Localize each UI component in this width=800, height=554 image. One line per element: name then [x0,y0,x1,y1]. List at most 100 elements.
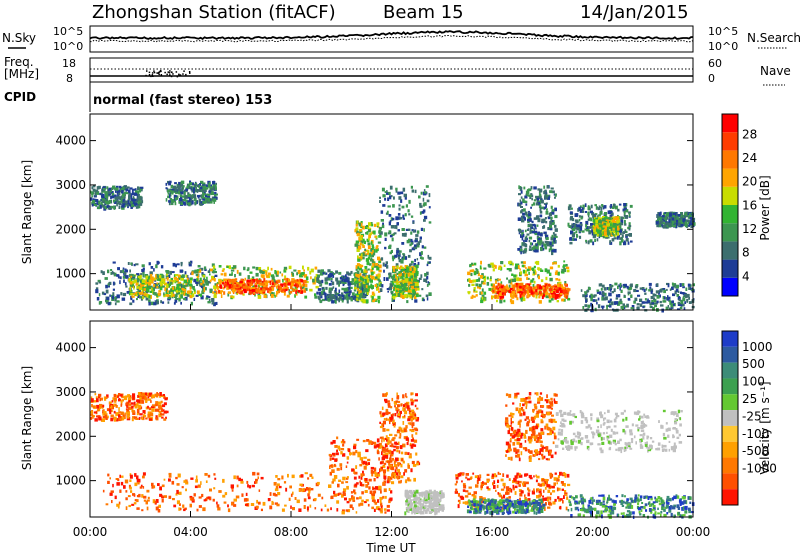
colorbar-tick-label: -25 [742,409,762,423]
colorbar-swatch [722,186,738,205]
freq-dot [178,74,180,77]
y-tick-label: 4000 [55,134,86,148]
cpid-panel: CPID normal (fast stereo) 153 [4,82,272,112]
freq-dot [189,72,191,74]
freq-dot [158,73,160,76]
freq-dot [178,73,180,76]
x-tick-label: 16:00 [475,525,510,539]
nsky-frame [89,25,694,53]
colorbar-tick-label: 25 [742,392,757,406]
power-blob [655,211,696,229]
colorbar-swatch [722,150,738,169]
time-x-axis: 00:00 04:00 08:00 12:00 16:00 20:00 00:00 [73,304,710,539]
freq-dot [150,75,152,78]
cpid-text: normal (fast stereo) 153 [93,93,272,108]
velocity-blob [404,489,445,516]
colorbar-swatch [722,473,738,490]
y-tick-label: 2000 [55,222,86,236]
power-blob [492,282,571,300]
power-blob [592,216,621,238]
freq-dot [169,74,171,76]
freq-dot [148,71,151,74]
nsky-tick-top: 10^5 [53,25,83,38]
freq-dot [160,74,163,76]
colorbar-frame [721,330,739,506]
colorbar-swatch [722,457,738,474]
freq-dot [172,73,174,75]
freq-dot [152,75,154,77]
freq-dot [168,72,171,74]
freq-dot [153,71,156,74]
freq-tick-top: 18 [62,57,76,70]
nsearch-tick-top: 10^5 [708,25,738,38]
colorbar-swatch [722,168,738,187]
colorbar-swatch [722,277,738,296]
nave-tick-top: 60 [708,57,722,70]
velocity-blob [379,392,421,484]
colorbar-swatch [722,346,738,363]
velocity-blob [454,471,571,511]
power-ylabel: Slant Range [km] [20,160,34,264]
y-tick-label: 1000 [55,474,86,488]
colorbar-tick-label: 1000 [742,340,773,354]
power-blob [391,264,420,300]
colorbar-swatch [722,441,738,458]
colorbar-swatch [722,259,738,278]
colorbar-swatch [722,410,738,426]
velocity-blob [90,392,169,422]
velocity-blob [504,392,558,462]
power-panel: 1000 2000 3000 4000 Slant Range [km] 4 8 12 16… [20,113,772,313]
power-colorbar-label: Power [dB] [758,175,772,240]
nsearch-label: N.Search [747,31,800,45]
velocity-blob [328,436,395,515]
colorbar-swatch [722,205,738,224]
freq-dot [169,70,171,72]
time-axis-label: Time UT [365,541,416,554]
velocity-blob [102,471,332,513]
freq-tick-bottom: 8 [66,72,73,85]
freq-dot [188,71,191,73]
freq-dot [167,71,169,73]
velocity-blob [555,409,683,454]
velocity-data [90,392,695,519]
cpid-label: CPID [4,90,36,104]
freq-dot [170,71,173,73]
power-blob [128,273,193,300]
date-title: 14/Jan/2015 [580,2,689,23]
freq-dot [166,73,168,76]
power-blob [517,185,558,256]
freq-dot [151,74,154,76]
y-tick-label: 3000 [55,178,86,192]
colorbar-tick-label: 16 [742,198,757,212]
colorbar-tick-label: 100 [742,375,765,389]
colorbar-tick-label: 500 [742,357,765,371]
freq-dot [185,73,187,76]
power-blob [354,220,382,304]
x-tick-label: 12:00 [374,525,409,539]
colorbar-tick-label: -500 [742,444,769,458]
power-colorbar: 4 8 12 16 20 24 28 [721,113,757,297]
nsky-tick-bottom: 10^0 [53,40,83,53]
colorbar-swatch [722,331,738,347]
colorbar-tick-label: 20 [742,175,757,189]
nsky-trace [89,30,694,40]
freq-dot [179,74,182,76]
freq-dot [146,70,148,72]
nsky-label: N.Sky [2,31,36,45]
freq-dot [153,70,155,72]
station-title: Zhongshan Station (fitACF) [92,2,336,23]
y-tick-label: 4000 [55,341,86,355]
freq-dot [156,72,158,74]
colorbar-swatch [722,489,738,505]
x-tick-label: 08:00 [274,525,309,539]
freq-dot [176,75,179,78]
freq-dot [158,71,161,73]
colorbar-swatch [722,241,738,260]
y-tick-label: 1000 [55,267,86,281]
freq-dot [145,74,147,77]
freq-dot [157,72,160,74]
velocity-blob [567,494,695,519]
colorbar-swatch [722,132,738,151]
power-blob [215,278,307,295]
